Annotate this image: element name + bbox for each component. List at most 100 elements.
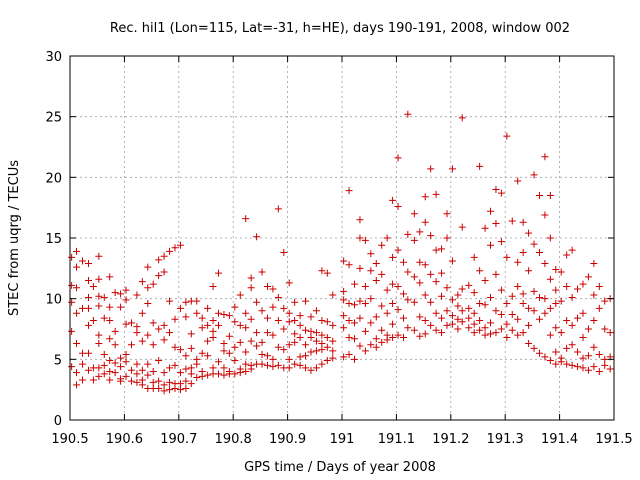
data-point — [312, 347, 320, 355]
data-point — [568, 321, 576, 329]
data-point — [552, 286, 560, 294]
data-point — [367, 319, 375, 327]
data-point — [84, 259, 92, 267]
data-point — [514, 315, 522, 323]
data-point — [530, 344, 538, 352]
data-point — [117, 290, 125, 298]
data-point — [329, 321, 337, 329]
data-point — [323, 318, 331, 326]
data-point — [329, 337, 337, 345]
data-point — [79, 257, 87, 265]
data-point — [122, 296, 130, 304]
data-point — [68, 281, 76, 289]
data-point — [416, 332, 424, 340]
data-point — [166, 329, 174, 337]
data-point — [356, 264, 364, 272]
data-point — [176, 241, 184, 249]
data-point — [160, 381, 168, 389]
data-point — [144, 263, 152, 271]
data-point — [73, 381, 81, 389]
data-point — [133, 360, 141, 368]
data-point — [133, 329, 141, 337]
data-point — [263, 361, 271, 369]
data-point — [106, 376, 114, 384]
data-point — [155, 384, 163, 392]
data-point — [117, 377, 125, 385]
data-point — [421, 291, 429, 299]
data-point — [579, 354, 587, 362]
data-point — [541, 259, 549, 267]
data-point — [351, 319, 359, 327]
data-point — [68, 298, 76, 306]
data-point — [247, 315, 255, 323]
data-point — [100, 293, 108, 301]
data-point — [541, 211, 549, 219]
data-point — [601, 355, 609, 363]
data-point — [476, 326, 484, 334]
data-point — [95, 331, 103, 339]
data-point — [171, 315, 179, 323]
data-point — [579, 333, 587, 341]
data-point — [263, 283, 271, 291]
data-point — [166, 386, 174, 394]
data-point — [579, 280, 587, 288]
data-point — [258, 350, 266, 358]
data-point — [465, 281, 473, 289]
data-point — [215, 358, 223, 366]
data-point — [378, 241, 386, 249]
data-point — [291, 317, 299, 325]
data-point — [269, 331, 277, 339]
data-point — [329, 291, 337, 299]
data-point — [117, 354, 125, 362]
data-point — [155, 325, 163, 333]
x-tick-label: 190.5 — [51, 432, 88, 447]
data-point — [470, 289, 478, 297]
data-point — [427, 270, 435, 278]
data-point — [535, 192, 543, 200]
data-point — [503, 132, 511, 140]
data-point — [546, 357, 554, 365]
data-point — [204, 321, 212, 329]
data-point — [552, 348, 560, 356]
data-point — [296, 361, 304, 369]
data-point — [470, 329, 478, 337]
data-point — [312, 329, 320, 337]
data-point — [416, 279, 424, 287]
data-point — [508, 326, 516, 334]
data-point — [318, 317, 326, 325]
data-point — [345, 187, 353, 195]
data-point — [340, 324, 348, 332]
data-point — [323, 269, 331, 277]
data-point — [318, 340, 326, 348]
y-tick-label: 5 — [54, 353, 62, 368]
data-point — [394, 202, 402, 210]
data-point — [508, 292, 516, 300]
data-point — [568, 246, 576, 254]
data-point — [476, 300, 484, 308]
data-point — [84, 349, 92, 357]
data-point — [133, 370, 141, 378]
data-point — [318, 267, 326, 275]
data-point — [410, 298, 418, 306]
data-point — [476, 267, 484, 275]
data-point — [122, 320, 130, 328]
data-point — [285, 318, 293, 326]
data-point — [525, 229, 533, 237]
data-point — [345, 317, 353, 325]
data-point — [68, 327, 76, 335]
data-point — [492, 329, 500, 337]
data-point — [557, 297, 565, 305]
data-point — [458, 307, 466, 315]
data-point — [595, 350, 603, 358]
data-point — [274, 361, 282, 369]
data-point — [291, 330, 299, 338]
data-point — [79, 360, 87, 368]
data-point — [247, 274, 255, 282]
data-point — [296, 312, 304, 320]
data-point — [296, 353, 304, 361]
data-point — [487, 319, 495, 327]
data-point — [557, 268, 565, 276]
data-point — [394, 306, 402, 314]
data-point — [519, 300, 527, 308]
data-point — [601, 297, 609, 305]
